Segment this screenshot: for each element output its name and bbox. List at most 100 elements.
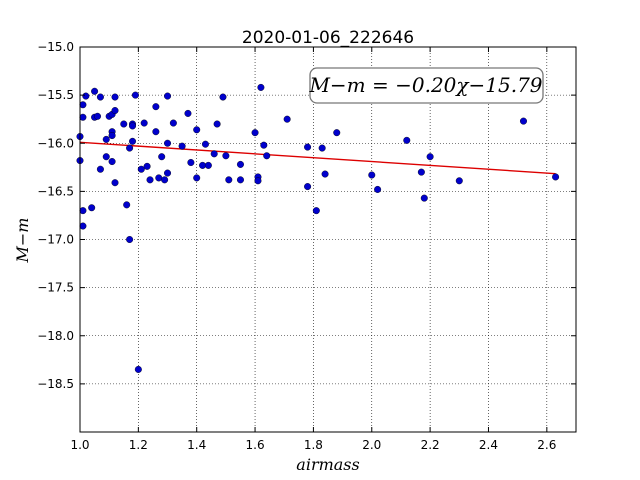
data-point [169, 119, 177, 127]
data-point [222, 152, 230, 160]
axis-ticks: 1.0 1.2 1.4 1.6 1.8 2.0 2.2 2.4 2.6 −15.0 −15.5 −16… [37, 40, 576, 452]
data-point [82, 92, 90, 100]
x-tick-label: 1.4 [187, 438, 206, 452]
data-point [213, 120, 221, 128]
x-tick-label: 1.8 [304, 438, 323, 452]
data-point [158, 153, 166, 161]
data-point [96, 165, 104, 173]
chart-title: 2020-01-06_222646 [242, 28, 414, 48]
y-tick-label: −17.0 [37, 233, 74, 247]
x-axis-label: airmass [296, 455, 359, 474]
y-tick-label: −17.5 [37, 281, 74, 295]
data-point [111, 93, 119, 101]
data-point [79, 222, 87, 230]
data-point [254, 177, 262, 185]
data-point [155, 174, 163, 182]
data-point [193, 174, 201, 182]
y-tick-label: −18.0 [37, 329, 74, 343]
data-point [187, 158, 195, 166]
data-point [164, 139, 172, 147]
data-point [193, 126, 201, 134]
y-tick-label: −18.5 [37, 377, 74, 391]
data-point [102, 153, 110, 161]
fit-annotation: M−m = −0.20χ−15.79 [308, 67, 544, 104]
annotation-box [309, 67, 544, 104]
data-point [79, 101, 87, 109]
x-tick-label: 2.0 [362, 438, 381, 452]
data-point [210, 150, 218, 158]
fit-line [79, 141, 556, 175]
data-point [251, 129, 259, 137]
x-tick-label: 1.2 [129, 438, 148, 452]
data-point [201, 140, 209, 148]
x-tick-label: 1.6 [246, 438, 265, 452]
y-tick-label: −15.5 [37, 88, 74, 102]
x-tick-label: 2.2 [421, 438, 440, 452]
data-point [140, 119, 148, 127]
x-tick-label: 2.6 [537, 438, 556, 452]
data-point [219, 93, 227, 101]
data-point [164, 169, 172, 177]
data-point [111, 179, 119, 187]
data-point [368, 171, 376, 179]
data-point [260, 141, 268, 149]
data-point [164, 92, 172, 100]
data-point [304, 143, 312, 151]
data-point [178, 142, 186, 150]
data-point [94, 112, 102, 120]
data-point [374, 185, 382, 193]
data-point [318, 144, 326, 152]
data-point [123, 201, 131, 209]
data-point [143, 162, 151, 170]
data-point [126, 235, 134, 243]
data-point [108, 158, 116, 166]
data-point [204, 161, 212, 169]
data-point [79, 207, 87, 215]
data-point [184, 109, 192, 117]
data-point [426, 153, 434, 161]
data-point [88, 204, 96, 212]
fit-line-group [79, 141, 556, 175]
data-point [236, 176, 244, 184]
data-point [283, 115, 291, 123]
y-tick-label: −16.5 [37, 184, 74, 198]
data-point [519, 117, 527, 125]
data-point [152, 103, 160, 111]
data-point [91, 87, 99, 95]
data-point [257, 83, 265, 91]
data-point [96, 93, 104, 101]
data-point [455, 177, 463, 185]
data-point [137, 165, 145, 173]
data-point [304, 183, 312, 191]
x-tick-label: 2.4 [479, 438, 498, 452]
data-point [129, 137, 137, 145]
data-point [161, 176, 169, 184]
data-point [552, 173, 560, 181]
data-point [126, 144, 134, 152]
data-point [199, 161, 207, 169]
data-point [111, 107, 119, 115]
data-point [225, 176, 233, 184]
data-point [263, 152, 271, 160]
data-point [333, 129, 341, 137]
data-point [312, 207, 320, 215]
data-point [79, 113, 87, 121]
data-point [236, 160, 244, 168]
data-points [76, 83, 560, 373]
data-point [120, 120, 128, 128]
y-axis-label: M−m [13, 218, 32, 264]
data-point [321, 170, 329, 178]
data-point [152, 128, 160, 136]
x-tick-label: 1.0 [70, 438, 89, 452]
data-point [129, 122, 137, 130]
data-point [108, 132, 116, 140]
data-point [417, 168, 425, 176]
data-point [146, 176, 154, 184]
data-point [420, 194, 428, 202]
annotation-text: M−m = −0.20χ−15.79 [308, 73, 542, 97]
data-point [131, 91, 139, 99]
y-tick-label: −16.0 [37, 136, 74, 150]
data-point [102, 135, 110, 143]
y-tick-label: −15.0 [37, 40, 74, 54]
